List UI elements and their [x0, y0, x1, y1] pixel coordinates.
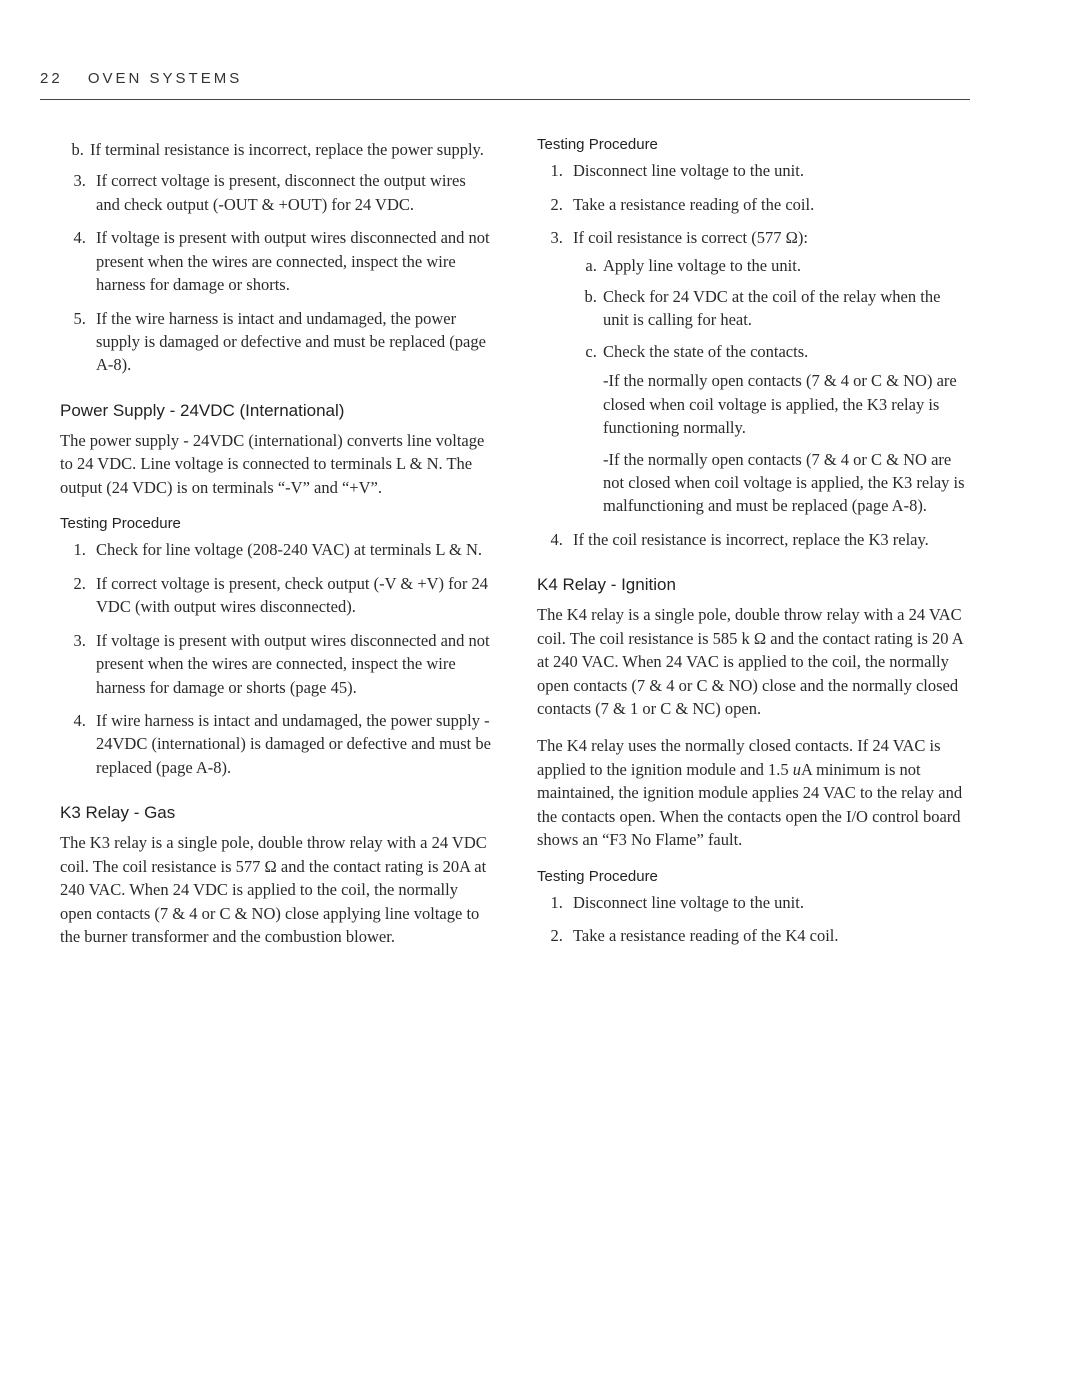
section-heading-k3-relay: K3 Relay - Gas — [60, 801, 493, 825]
content-columns: If terminal resistance is incorrect, rep… — [60, 134, 970, 963]
continued-num-list: If correct voltage is present, disconnec… — [60, 169, 493, 376]
subheading-testing-procedure: Testing Procedure — [60, 513, 493, 534]
testing-procedure-list: Disconnect line voltage to the unit. Tak… — [537, 159, 970, 551]
list-item: Take a resistance reading of the K4 coil… — [567, 924, 970, 947]
page: 22 OVEN SYSTEMS If terminal resistance i… — [0, 0, 1080, 1397]
list-item: If correct voltage is present, check out… — [90, 572, 493, 619]
subheading-testing-procedure: Testing Procedure — [537, 134, 970, 155]
list-item: Disconnect line voltage to the unit. — [567, 891, 970, 914]
paragraph: The K4 relay uses the normally closed co… — [537, 734, 970, 851]
sub-note: -If the normally open contacts (7 & 4 or… — [603, 369, 970, 439]
list-item: Apply line voltage to the unit. — [601, 254, 970, 277]
section-heading-power-supply: Power Supply - 24VDC (International) — [60, 399, 493, 423]
list-item-text: If coil resistance is correct (577 Ω): — [573, 228, 808, 247]
list-item-text: Check the state of the contacts. — [603, 342, 808, 361]
list-item: If coil resistance is correct (577 Ω): A… — [567, 226, 970, 518]
sub-alpha-list: Apply line voltage to the unit. Check fo… — [573, 254, 970, 518]
paragraph: The K3 relay is a single pole, double th… — [60, 831, 493, 948]
header-title: OVEN SYSTEMS — [88, 70, 242, 87]
list-item: If correct voltage is present, disconnec… — [90, 169, 493, 216]
paragraph: The K4 relay is a single pole, double th… — [537, 603, 970, 720]
list-item: If the wire harness is intact and undama… — [90, 307, 493, 377]
list-item: If the coil resistance is incorrect, rep… — [567, 528, 970, 551]
list-item: Disconnect line voltage to the unit. — [567, 159, 970, 182]
continued-alpha-list: If terminal resistance is incorrect, rep… — [60, 138, 493, 161]
section-heading-k4-relay: K4 Relay - Ignition — [537, 573, 970, 597]
list-item: If terminal resistance is incorrect, rep… — [88, 138, 493, 161]
list-item: If voltage is present with output wires … — [90, 226, 493, 296]
list-item: Check for 24 VDC at the coil of the rela… — [601, 285, 970, 332]
sub-note: -If the normally open contacts (7 & 4 or… — [603, 448, 970, 518]
list-item: Check for line voltage (208-240 VAC) at … — [90, 538, 493, 561]
text-italic: u — [793, 760, 801, 779]
list-item: Check the state of the contacts. -If the… — [601, 340, 970, 518]
page-number: 22 — [40, 70, 63, 87]
right-column: Testing Procedure Disconnect line voltag… — [537, 134, 970, 963]
list-item: If voltage is present with output wires … — [90, 629, 493, 699]
list-item: If wire harness is intact and undamaged,… — [90, 709, 493, 779]
left-column: If terminal resistance is incorrect, rep… — [60, 134, 493, 963]
page-header: 22 OVEN SYSTEMS — [40, 70, 970, 100]
subheading-testing-procedure: Testing Procedure — [537, 866, 970, 887]
list-item: Take a resistance reading of the coil. — [567, 193, 970, 216]
paragraph: The power supply - 24VDC (international)… — [60, 429, 493, 499]
testing-procedure-list: Check for line voltage (208-240 VAC) at … — [60, 538, 493, 779]
testing-procedure-list: Disconnect line voltage to the unit. Tak… — [537, 891, 970, 948]
